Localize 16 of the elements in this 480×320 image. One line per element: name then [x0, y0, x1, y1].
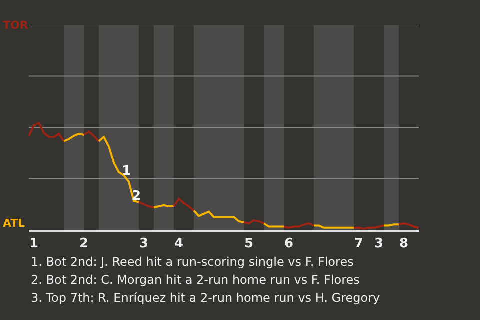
x-tick-label: 4 — [174, 236, 184, 252]
x-tick-label: 5 — [244, 236, 254, 252]
x-tick-label: 6 — [284, 236, 294, 252]
x-tick-label: 3 — [374, 236, 384, 252]
text: ATL — [3, 217, 26, 230]
x-tick-label: 3 — [139, 236, 149, 252]
x-tick-label: 2 — [79, 236, 89, 252]
text: 1. Bot 2nd: J. Reed hit a run-scoring single vs F. Flores — [31, 255, 354, 269]
annotation: 2 — [132, 189, 142, 204]
text: 2. Bot 2nd: C. Morgan hit a 2-run home run vs F. Flores — [31, 273, 360, 287]
text: TOR — [3, 19, 29, 32]
x-tick-label: 7 — [354, 236, 364, 252]
annotation: 1 — [122, 164, 132, 179]
x-tick-label: 1 — [29, 236, 39, 252]
x-tick-label: 8 — [399, 236, 409, 252]
text: 3. Top 7th: R. Enríquez hit a 2-run home run vs H. Gregory — [31, 291, 380, 305]
